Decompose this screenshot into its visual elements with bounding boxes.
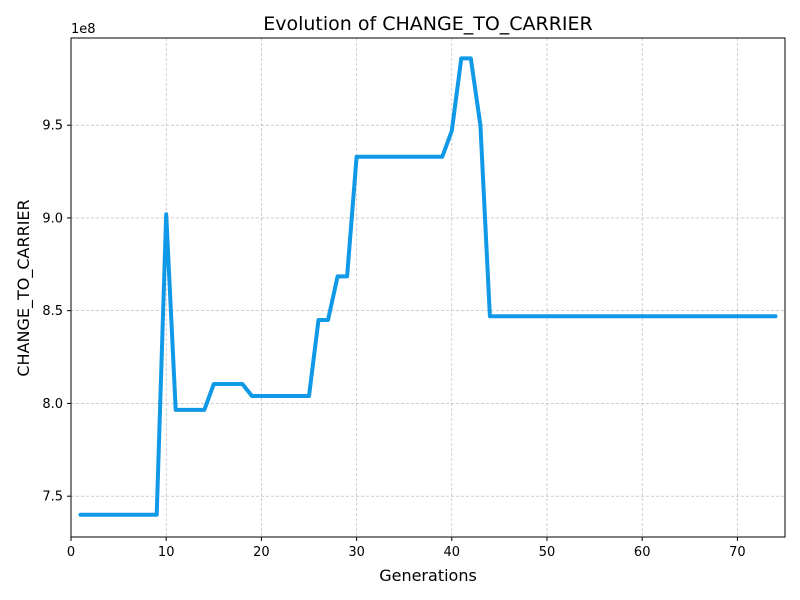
x-axis: 0 10 20 30 40 50 60 70 — [67, 537, 746, 560]
grid — [70, 38, 785, 537]
x-tick-label: 0 — [67, 545, 75, 560]
y-tick-label: 9.0 — [42, 211, 63, 226]
x-tick-label: 60 — [634, 545, 651, 560]
chart-title: Evolution of CHANGE_TO_CARRIER — [263, 13, 593, 35]
x-axis-title: Generations — [379, 566, 477, 585]
y-axis: 7.5 8.0 8.5 9.0 9.5 — [42, 119, 71, 505]
y-offset-label: 1e8 — [71, 22, 96, 37]
y-tick-label: 7.5 — [42, 490, 63, 505]
plot-frame — [70, 37, 786, 538]
x-tick-label: 40 — [444, 545, 461, 560]
x-tick-label: 20 — [253, 545, 270, 560]
y-tick-label: 8.5 — [42, 304, 63, 319]
x-tick-label: 50 — [539, 545, 556, 560]
y-tick-label: 8.0 — [42, 397, 63, 412]
x-tick-label: 70 — [729, 545, 746, 560]
y-tick-label: 9.5 — [42, 119, 63, 134]
x-tick-label: 10 — [158, 545, 175, 560]
series-line — [78, 56, 778, 517]
y-axis-title: CHANGE_TO_CARRIER — [14, 199, 34, 376]
series-layer — [78, 56, 778, 517]
x-tick-label: 30 — [348, 545, 365, 560]
